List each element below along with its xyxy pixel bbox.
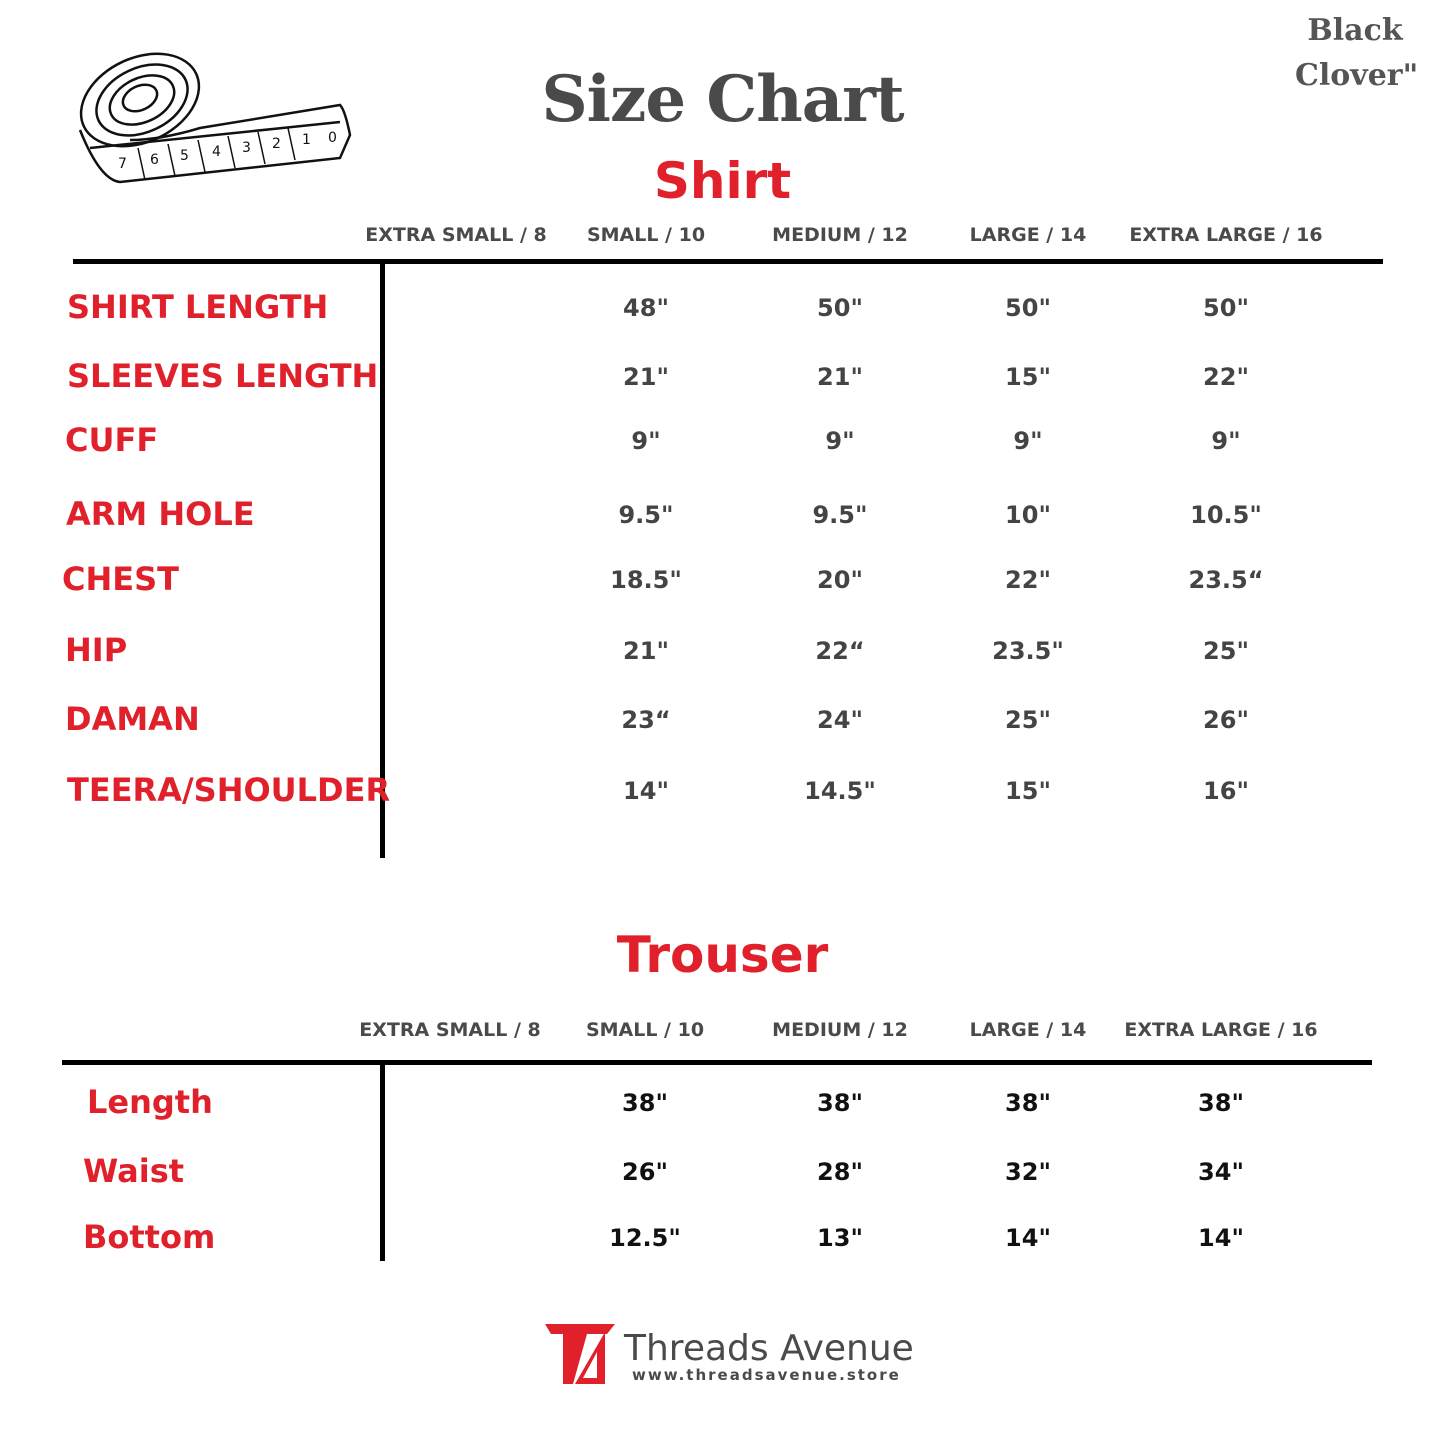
size-value: 23“ xyxy=(621,706,671,734)
size-value: 12.5" xyxy=(609,1224,681,1252)
size-header: SMALL / 10 xyxy=(585,1019,705,1041)
size-header: MEDIUM / 12 xyxy=(772,1019,908,1041)
svg-text:3: 3 xyxy=(242,140,251,156)
svg-text:7: 7 xyxy=(118,156,127,172)
size-value: 9.5" xyxy=(618,501,674,529)
size-value: 32" xyxy=(1005,1158,1051,1186)
size-value: 15" xyxy=(1005,363,1051,391)
row-label: SHIRT LENGTH xyxy=(67,288,329,326)
size-value: 14" xyxy=(1005,1224,1051,1252)
size-header: LARGE / 14 xyxy=(969,1019,1087,1041)
size-value: 22" xyxy=(1005,566,1051,594)
size-value: 9" xyxy=(631,427,661,455)
size-header: EXTRA SMALL / 8 xyxy=(359,1019,541,1041)
size-value: 23.5" xyxy=(992,637,1064,665)
size-value: 38" xyxy=(817,1089,863,1117)
size-value: 21" xyxy=(623,363,669,391)
row-label: ARM HOLE xyxy=(66,495,255,533)
measuring-tape-icon: 7 6 5 4 3 2 1 0 xyxy=(78,52,352,184)
size-value: 14" xyxy=(623,777,669,805)
size-value: 38" xyxy=(622,1089,668,1117)
size-value: 25" xyxy=(1005,706,1051,734)
size-value: 26" xyxy=(1203,706,1249,734)
size-value: 26" xyxy=(622,1158,668,1186)
size-value: 23.5“ xyxy=(1188,566,1264,594)
size-value: 50" xyxy=(817,294,863,322)
svg-text:0: 0 xyxy=(328,130,337,146)
page-title: Size Chart xyxy=(541,62,904,137)
row-label: Bottom xyxy=(83,1218,216,1256)
size-value: 14.5" xyxy=(804,777,876,805)
svg-text:6: 6 xyxy=(150,152,159,168)
logo-url: www.threadsavenue.store xyxy=(632,1366,901,1384)
row-label: CUFF xyxy=(65,421,159,459)
size-header: EXTRA LARGE / 16 xyxy=(1124,1019,1318,1041)
row-label: Waist xyxy=(83,1152,185,1190)
size-value: 14" xyxy=(1198,1224,1244,1252)
trouser-section-title: Trouser xyxy=(616,926,829,984)
size-value: 9" xyxy=(825,427,855,455)
svg-text:5: 5 xyxy=(180,148,189,164)
size-value: 50" xyxy=(1005,294,1051,322)
size-value: 15" xyxy=(1005,777,1051,805)
size-value: 18.5" xyxy=(610,566,682,594)
size-value: 38" xyxy=(1005,1089,1051,1117)
threads-avenue-logo xyxy=(545,1324,615,1384)
size-value: 22“ xyxy=(815,637,865,665)
svg-text:4: 4 xyxy=(212,144,221,160)
size-value: 22" xyxy=(1203,363,1249,391)
svg-text:2: 2 xyxy=(272,136,281,152)
size-value: 10.5" xyxy=(1190,501,1262,529)
size-header: EXTRA SMALL / 8 xyxy=(365,224,547,246)
size-header: EXTRA LARGE / 16 xyxy=(1129,224,1323,246)
row-label: CHEST xyxy=(62,560,179,598)
size-value: 50" xyxy=(1203,294,1249,322)
size-value: 9.5" xyxy=(812,501,868,529)
size-value: 10" xyxy=(1005,501,1051,529)
size-value: 20" xyxy=(817,566,863,594)
row-label: HIP xyxy=(65,631,128,669)
row-label: SLEEVES LENGTH xyxy=(67,357,379,395)
trouser-header-divider xyxy=(62,1060,1372,1065)
size-value: 38" xyxy=(1198,1089,1244,1117)
row-label: DAMAN xyxy=(65,700,200,738)
shirt-header-divider xyxy=(73,259,1383,264)
trouser-column-divider xyxy=(380,1063,385,1261)
size-value: 28" xyxy=(817,1158,863,1186)
size-value: 9" xyxy=(1013,427,1043,455)
size-value: 21" xyxy=(623,637,669,665)
size-value: 16" xyxy=(1203,777,1249,805)
svg-text:1: 1 xyxy=(302,132,311,148)
row-label: Length xyxy=(87,1083,213,1121)
size-header: SMALL / 10 xyxy=(586,224,706,246)
size-value: 24" xyxy=(817,706,863,734)
shirt-section-title: Shirt xyxy=(653,152,792,210)
shirt-column-divider xyxy=(380,262,385,858)
size-value: 21" xyxy=(817,363,863,391)
brand-corner-text: Black Clover" xyxy=(1295,13,1419,93)
size-value: 48" xyxy=(623,294,669,322)
size-value: 13" xyxy=(817,1224,863,1252)
size-value: 25" xyxy=(1203,637,1249,665)
logo-name: Threads Avenue xyxy=(624,1328,914,1369)
size-value: 34" xyxy=(1198,1158,1244,1186)
row-label: TEERA/SHOULDER xyxy=(67,771,391,809)
size-header: MEDIUM / 12 xyxy=(772,224,908,246)
size-value: 9" xyxy=(1211,427,1241,455)
size-header: LARGE / 14 xyxy=(969,224,1087,246)
